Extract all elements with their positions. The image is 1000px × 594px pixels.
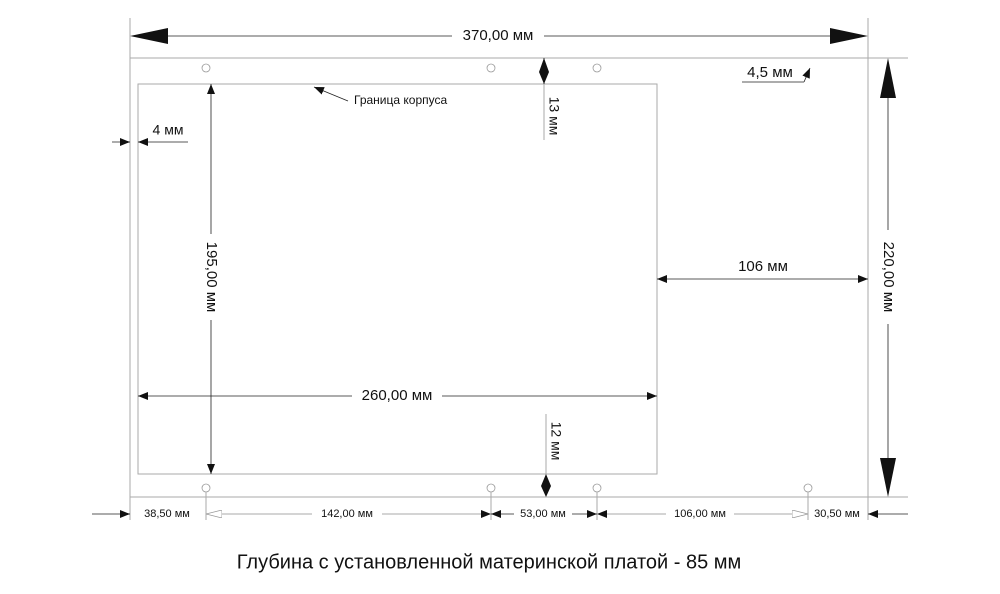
dim-label: 13 мм [546,97,562,136]
annotation: Граница корпуса [354,93,447,107]
dim-label: 195,00 мм [203,242,220,313]
mounting-holes [201,63,813,493]
dim-label: 370,00 мм [463,27,534,44]
dim-label: 142,00 мм [321,508,373,520]
dim-label: 4,5 мм [747,64,793,81]
dim-label: 38,50 мм [144,508,190,520]
dim-label: 12 мм [548,422,564,461]
arrowhead [880,458,896,497]
dim-label: 260,00 мм [362,387,433,404]
case-outline [129,57,869,498]
hole-chain [92,492,908,522]
dim-label: 220,00 мм [880,242,897,313]
arrowhead [130,28,168,44]
dim-label: 4 мм [153,122,184,138]
caption: Глубина с установленной материнской плат… [237,551,742,573]
dim-label: 53,00 мм [520,508,566,520]
dim-label: 106 мм [738,258,788,275]
leader [313,86,349,102]
dim-label: 30,50 мм [814,508,860,520]
leader [802,67,811,83]
dim-label: 106,00 мм [674,508,726,520]
arrowhead [830,28,868,44]
arrowhead [880,58,896,98]
